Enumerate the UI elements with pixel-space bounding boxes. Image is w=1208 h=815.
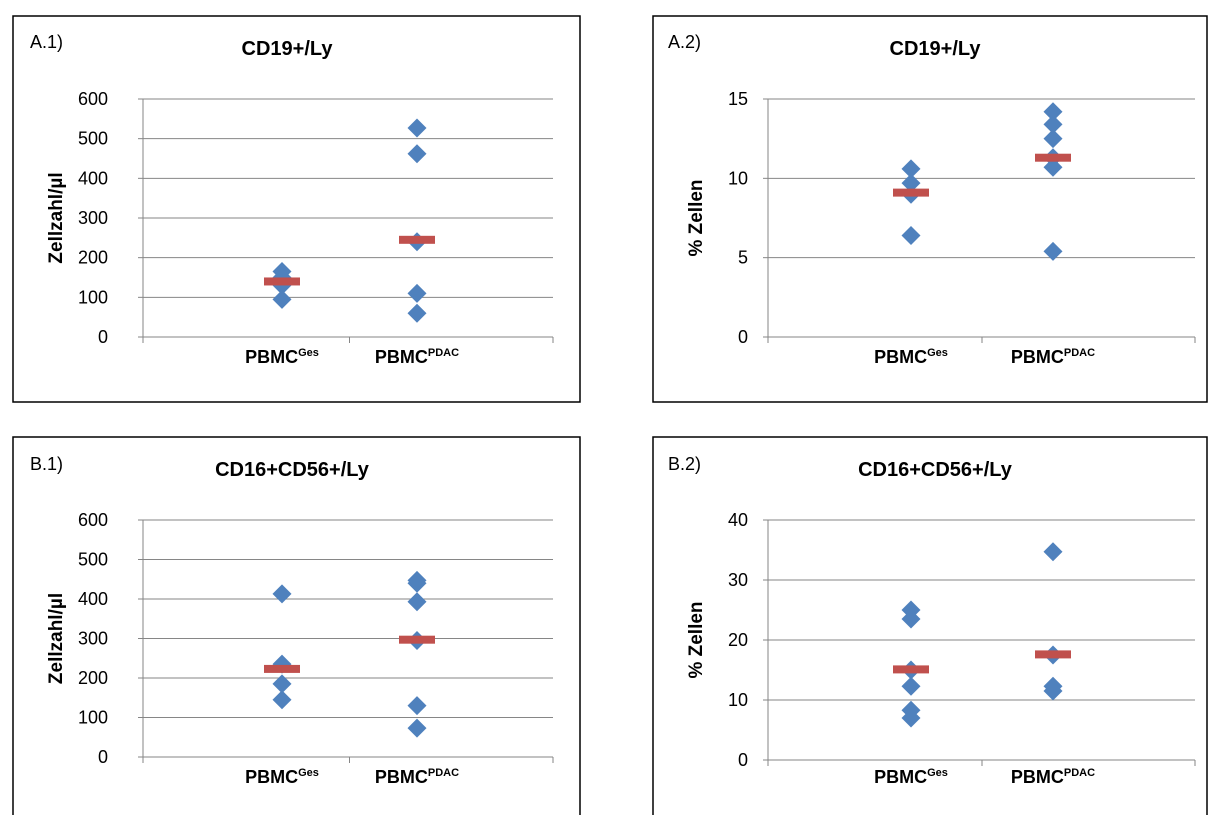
x-category-label: PBMCPDAC xyxy=(375,347,459,367)
chart-title: CD16+CD56+/Ly xyxy=(858,459,1013,481)
chart-panel: A.1) CD19+/Ly 0 100 200 300 400 500 600 Zellzahl/… xyxy=(12,15,581,403)
y-tick-label: 500 xyxy=(78,129,108,149)
y-tick-label: 200 xyxy=(78,668,108,688)
x-category-label: PBMCGes xyxy=(245,767,319,787)
y-tick-label: 0 xyxy=(98,327,108,347)
data-point xyxy=(407,696,427,716)
chart-title: CD19+/Ly xyxy=(242,38,334,60)
data-point xyxy=(1043,114,1063,134)
y-tick-label: 100 xyxy=(78,287,108,307)
data-point xyxy=(901,173,921,193)
chart-frame xyxy=(652,15,1208,403)
y-axis-label: % Zellen xyxy=(686,179,707,256)
data-point xyxy=(1043,241,1063,261)
data-point xyxy=(901,609,921,629)
data-point xyxy=(407,144,427,164)
data-point xyxy=(1043,681,1063,701)
data-point xyxy=(272,289,292,309)
data-point xyxy=(1043,102,1063,122)
data-point xyxy=(1043,157,1063,177)
y-tick-label: 300 xyxy=(78,629,108,649)
y-tick-label: 400 xyxy=(78,168,108,188)
x-category-label: PBMCGes xyxy=(245,347,319,367)
panel-label: B.1) xyxy=(30,454,63,474)
x-category-label: PBMCPDAC xyxy=(1011,767,1095,787)
data-point xyxy=(1043,129,1063,149)
median-marker xyxy=(1035,650,1071,659)
y-tick-label: 100 xyxy=(78,708,108,728)
chart-title: CD19+/Ly xyxy=(890,38,982,60)
chart-frame xyxy=(652,436,1208,815)
data-point xyxy=(272,584,292,604)
chart-frame xyxy=(12,15,581,403)
y-tick-label: 0 xyxy=(98,747,108,767)
chart-panel: A.2) CD19+/Ly 0 5 10 15 % Zellen PBMCGes PBMCPDA… xyxy=(652,15,1208,403)
y-tick-label: 10 xyxy=(728,690,748,710)
data-point xyxy=(901,225,921,245)
median-marker xyxy=(399,635,435,644)
y-tick-label: 40 xyxy=(728,510,748,530)
chart-title: CD16+CD56+/Ly xyxy=(215,459,370,481)
data-point xyxy=(1043,542,1063,562)
data-point xyxy=(272,674,292,694)
y-tick-label: 0 xyxy=(738,750,748,770)
y-tick-label: 300 xyxy=(78,208,108,228)
median-marker xyxy=(264,277,300,286)
panel-label: B.2) xyxy=(668,454,701,474)
median-marker xyxy=(893,665,929,674)
chart-frame xyxy=(12,436,581,815)
data-point xyxy=(901,676,921,696)
median-marker xyxy=(399,235,435,244)
data-point xyxy=(272,690,292,710)
y-axis-label: Zellzahl/µl xyxy=(46,172,67,263)
y-tick-label: 500 xyxy=(78,550,108,570)
data-point xyxy=(901,159,921,179)
x-category-label: PBMCPDAC xyxy=(1011,347,1095,367)
x-category-label: PBMCGes xyxy=(874,347,948,367)
data-point xyxy=(407,283,427,303)
chart-panel: B.2) CD16+CD56+/Ly 0 10 20 30 40 % Zellen PBMCGe… xyxy=(652,436,1208,815)
data-point xyxy=(407,718,427,738)
y-axis-label: % Zellen xyxy=(686,601,707,678)
data-point xyxy=(407,573,427,593)
panel-label: A.1) xyxy=(30,32,63,52)
data-point xyxy=(901,708,921,728)
y-tick-label: 20 xyxy=(728,630,748,650)
y-tick-label: 400 xyxy=(78,589,108,609)
chart-panel: B.1) CD16+CD56+/Ly 0 100 200 300 400 500 600 Zell… xyxy=(12,436,581,815)
median-marker xyxy=(893,188,929,197)
y-tick-label: 10 xyxy=(728,168,748,188)
y-tick-label: 600 xyxy=(78,89,108,109)
median-marker xyxy=(1035,153,1071,162)
x-category-label: PBMCGes xyxy=(874,767,948,787)
median-marker xyxy=(264,664,300,673)
data-point xyxy=(407,303,427,323)
y-tick-label: 30 xyxy=(728,570,748,590)
y-tick-label: 200 xyxy=(78,248,108,268)
y-tick-label: 600 xyxy=(78,510,108,530)
x-category-label: PBMCPDAC xyxy=(375,767,459,787)
data-point xyxy=(407,592,427,612)
panel-label: A.2) xyxy=(668,32,701,52)
y-tick-label: 15 xyxy=(728,89,748,109)
y-tick-label: 5 xyxy=(738,248,748,268)
y-axis-label: Zellzahl/µl xyxy=(46,593,67,684)
data-point xyxy=(407,118,427,138)
y-tick-label: 0 xyxy=(738,327,748,347)
